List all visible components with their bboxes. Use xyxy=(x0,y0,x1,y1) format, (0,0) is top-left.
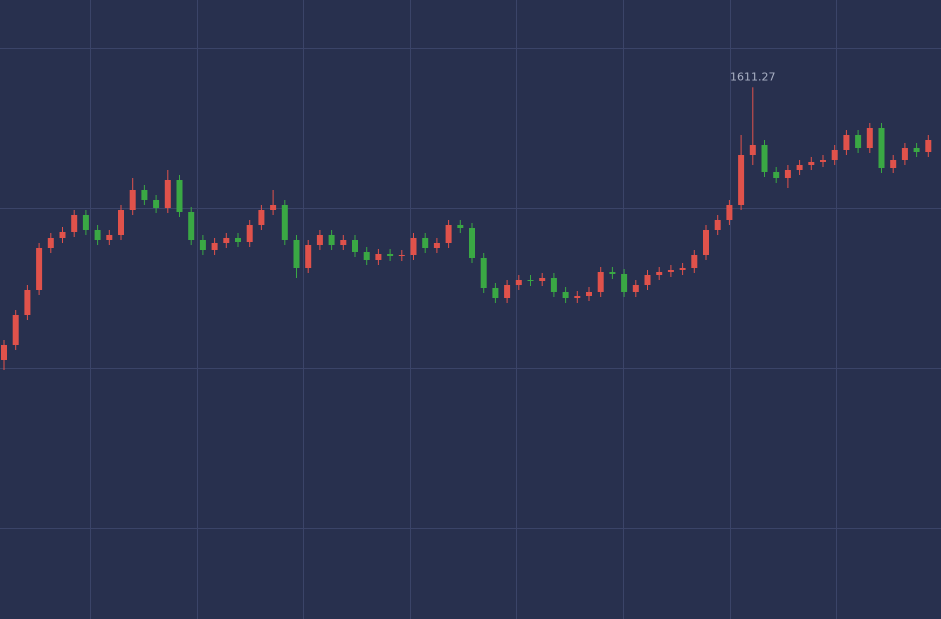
candle-body xyxy=(387,254,394,256)
candle-body xyxy=(890,160,897,168)
candle-body xyxy=(761,145,768,172)
candle-body xyxy=(258,210,265,225)
candle-body xyxy=(574,296,581,298)
candle-body xyxy=(843,135,850,150)
candle-body xyxy=(153,200,160,208)
candle-body xyxy=(597,272,604,292)
candle-body xyxy=(703,230,709,255)
candle-body xyxy=(352,240,358,252)
candle-body xyxy=(726,205,733,220)
candle-body xyxy=(281,205,288,240)
candle-body xyxy=(527,280,534,281)
candle-body xyxy=(118,210,124,235)
candle-body xyxy=(293,240,300,268)
candle-body xyxy=(550,278,557,292)
candle-body xyxy=(305,245,312,268)
candle-body xyxy=(515,280,522,285)
candle-body xyxy=(773,172,780,178)
candle-body xyxy=(375,254,382,260)
candle-body xyxy=(82,215,89,230)
candle-body xyxy=(199,240,206,250)
candle-body xyxy=(808,162,815,165)
candle-body xyxy=(784,170,791,178)
candle-body xyxy=(691,255,698,268)
candle-body xyxy=(913,148,920,152)
candle-body xyxy=(24,290,31,315)
candle-body xyxy=(562,292,569,298)
candle-body xyxy=(539,278,546,281)
candle-body xyxy=(71,215,78,232)
candle-body xyxy=(621,274,628,292)
candle-body xyxy=(316,235,323,245)
candle-body xyxy=(504,285,511,298)
candle-body xyxy=(586,292,592,296)
candle-body xyxy=(831,150,838,160)
candle-body xyxy=(878,128,885,168)
candle-body xyxy=(632,285,639,292)
candle-body xyxy=(480,258,487,288)
candle-body xyxy=(609,272,616,274)
candle-body xyxy=(796,165,803,170)
candle-body xyxy=(94,230,101,240)
candle-body xyxy=(363,252,370,260)
candle-body xyxy=(270,205,277,210)
horizontal-grid xyxy=(0,48,941,529)
candle-body xyxy=(445,225,452,243)
candle-body xyxy=(679,268,686,270)
candle-body xyxy=(1,345,7,360)
candle-body xyxy=(433,243,440,248)
candle-body xyxy=(164,180,171,208)
candle-body xyxy=(644,275,651,285)
candle-body xyxy=(457,225,464,228)
candle-body xyxy=(129,190,136,210)
candle-body xyxy=(176,180,183,212)
candle-body xyxy=(211,243,218,250)
candle-body xyxy=(59,232,66,238)
candle-body xyxy=(901,148,908,160)
candle-body xyxy=(223,238,230,243)
candle-body xyxy=(866,128,873,148)
candle-body xyxy=(749,145,756,155)
candle-body xyxy=(47,238,54,248)
candle-body xyxy=(246,225,253,242)
candle-body xyxy=(328,235,335,245)
candle-body xyxy=(36,248,43,290)
candle-body xyxy=(855,135,862,148)
candle-body xyxy=(738,155,745,205)
candle-body xyxy=(12,315,19,345)
candle-body xyxy=(235,238,241,242)
high-label: 1611.27 xyxy=(730,70,776,83)
candle-body xyxy=(106,235,113,240)
candle-body xyxy=(667,270,674,272)
candle-body xyxy=(714,220,721,230)
candle-body xyxy=(656,272,663,275)
candle-body xyxy=(492,288,499,298)
candle-body xyxy=(410,238,417,255)
vertical-grid xyxy=(90,0,837,619)
candle-body xyxy=(188,212,195,240)
candle-body xyxy=(925,140,932,152)
candle-body xyxy=(469,228,475,258)
candle-body xyxy=(422,238,429,248)
candle-body xyxy=(398,255,405,256)
candle-body xyxy=(141,190,148,200)
candle-body xyxy=(340,240,347,245)
candle-body xyxy=(820,160,826,162)
